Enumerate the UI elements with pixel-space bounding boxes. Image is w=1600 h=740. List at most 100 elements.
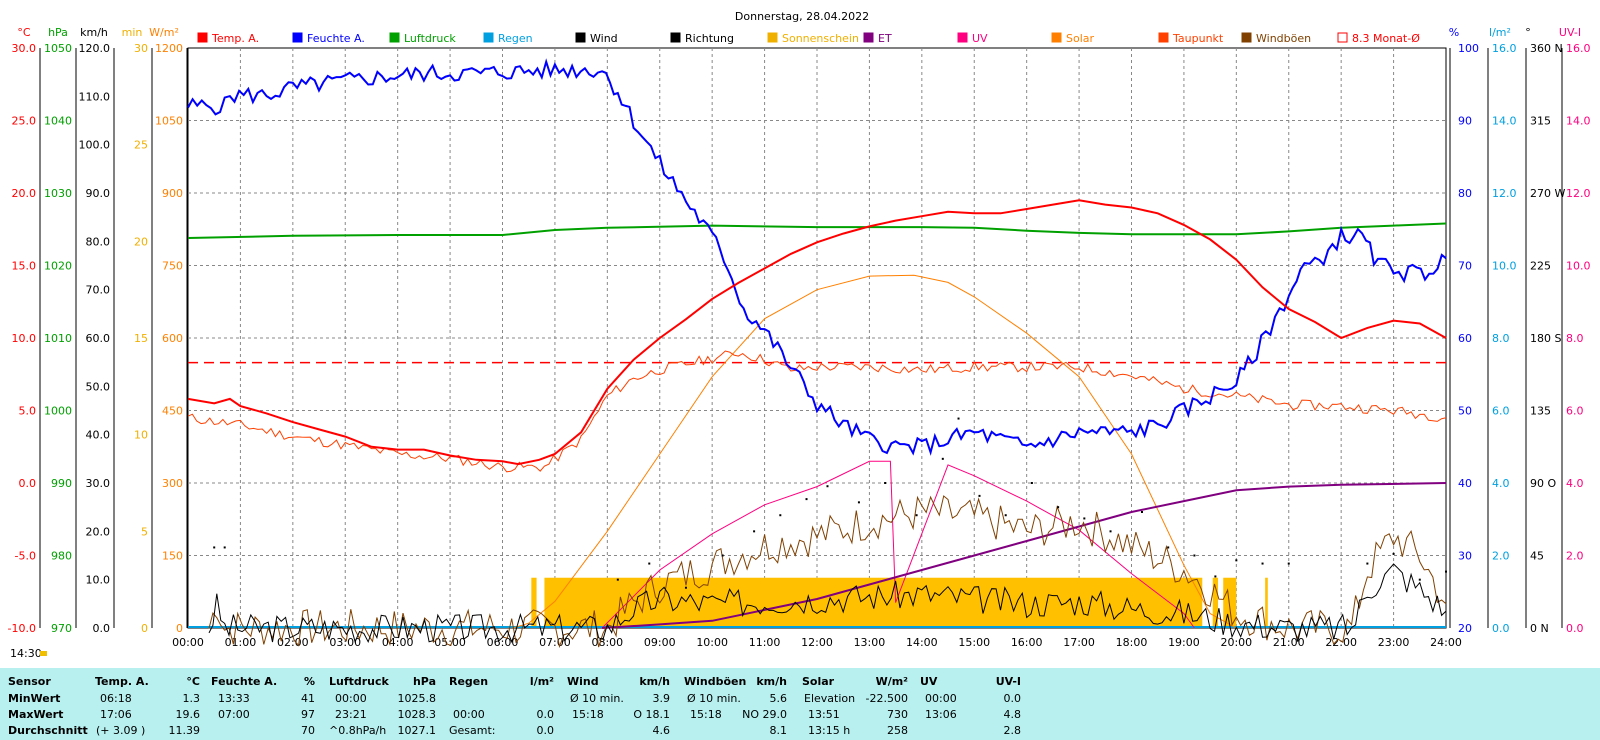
x-tick-label: 16:00 bbox=[1011, 636, 1043, 649]
min-solar-value: -22.500 bbox=[865, 692, 908, 705]
right-tick-label: 225 bbox=[1530, 260, 1551, 273]
left-tick-label: 10.0 bbox=[12, 332, 37, 345]
direction-dot bbox=[1083, 517, 1086, 520]
max-uv-value: 4.8 bbox=[1003, 708, 1022, 721]
left-tick-label: 5.0 bbox=[19, 405, 37, 418]
legend-swatch bbox=[197, 32, 208, 43]
right-tick-label: 90 bbox=[1458, 115, 1472, 128]
et-line bbox=[602, 482, 1447, 629]
legend-swatch bbox=[389, 32, 400, 43]
direction-dot bbox=[978, 494, 981, 497]
right-tick-label: 10.0 bbox=[1492, 260, 1517, 273]
min-uv-value: 0.0 bbox=[1003, 692, 1022, 705]
header-sensor: Sensor bbox=[8, 675, 51, 688]
x-tick-label: 12:00 bbox=[801, 636, 833, 649]
left-tick-label: 600 bbox=[162, 332, 183, 345]
left-tick-label: 5 bbox=[141, 525, 148, 538]
left-axis-unit: W/m² bbox=[149, 26, 179, 39]
right-axis-unit: l/m² bbox=[1489, 26, 1511, 39]
x-tick-label: 00:00 bbox=[172, 636, 204, 649]
left-tick-label: 990 bbox=[51, 477, 72, 490]
left-tick-label: 300 bbox=[162, 477, 183, 490]
header-solar-unit: W/m² bbox=[875, 675, 908, 688]
x-tick-label: 10:00 bbox=[696, 636, 728, 649]
right-tick-label: 80 bbox=[1458, 187, 1472, 200]
legend-swatch bbox=[1241, 32, 1252, 43]
max-wind-value: O 18.1 bbox=[633, 708, 670, 721]
x-tick-label: 22:00 bbox=[1325, 636, 1357, 649]
left-tick-label: 1040 bbox=[44, 115, 72, 128]
humidity-line bbox=[187, 58, 1447, 456]
direction-dot bbox=[1214, 575, 1217, 578]
legend-label: Windböen bbox=[1256, 32, 1311, 45]
legend-label: Sonnenschein bbox=[782, 32, 859, 45]
max-wind-time: 15:18 bbox=[572, 708, 604, 721]
left-axis-unit: km/h bbox=[80, 26, 108, 39]
x-tick-label: 07:00 bbox=[539, 636, 571, 649]
left-tick-label: 900 bbox=[162, 187, 183, 200]
temperature-line bbox=[187, 199, 1447, 466]
avg-uv-value: 2.8 bbox=[1003, 724, 1022, 737]
right-tick-label: 12.0 bbox=[1566, 187, 1591, 200]
right-tick-label: 16.0 bbox=[1566, 42, 1591, 55]
avg-temp-time: (+ 3.09 ) bbox=[96, 724, 146, 737]
right-tick-label: 40 bbox=[1458, 477, 1472, 490]
max-gust-value: NO 29.0 bbox=[742, 708, 787, 721]
header-rain-unit: l/m² bbox=[529, 675, 554, 688]
header-gust-unit: km/h bbox=[756, 675, 787, 688]
right-tick-label: 2.0 bbox=[1566, 550, 1584, 563]
left-tick-label: 970 bbox=[51, 622, 72, 635]
x-tick-label: 08:00 bbox=[591, 636, 623, 649]
sunshine-bar bbox=[1223, 577, 1237, 628]
direction-dot bbox=[721, 554, 724, 557]
right-tick-label: 4.0 bbox=[1492, 477, 1510, 490]
time-label: 14:30 bbox=[10, 647, 42, 660]
avg-solar-time: 13:15 h bbox=[808, 724, 851, 737]
x-tick-label: 21:00 bbox=[1273, 636, 1305, 649]
left-tick-label: 40.0 bbox=[86, 429, 111, 442]
x-tick-label: 19:00 bbox=[1168, 636, 1200, 649]
left-tick-label: 0 bbox=[141, 622, 148, 635]
sunshine-bar bbox=[1265, 577, 1268, 628]
avg-wind-value: 4.6 bbox=[652, 724, 671, 737]
left-tick-label: 10.0 bbox=[86, 574, 111, 587]
left-tick-label: 20.0 bbox=[12, 187, 37, 200]
avg-hum-value: 70 bbox=[301, 724, 315, 737]
min-hum-value: 41 bbox=[301, 692, 315, 705]
left-tick-label: 30.0 bbox=[86, 477, 111, 490]
left-axis-unit: hPa bbox=[48, 26, 68, 39]
header-temp-unit: °C bbox=[186, 675, 200, 688]
min-press-time: 00:00 bbox=[335, 692, 367, 705]
legend-swatch bbox=[1051, 32, 1062, 43]
direction-dot bbox=[1366, 562, 1369, 565]
min-label: MinWert bbox=[8, 692, 61, 705]
max-gust-time: 15:18 bbox=[690, 708, 722, 721]
direction-dot bbox=[1167, 546, 1170, 549]
left-tick-label: -5.0 bbox=[15, 550, 36, 563]
x-tick-label: 03:00 bbox=[329, 636, 361, 649]
left-tick-label: 110.0 bbox=[79, 90, 111, 103]
left-tick-label: 0.0 bbox=[93, 622, 111, 635]
legend-label: Solar bbox=[1066, 32, 1095, 45]
left-axis-unit: min bbox=[122, 26, 143, 39]
avg-temp-value: 11.39 bbox=[168, 724, 201, 737]
left-tick-label: 70.0 bbox=[86, 284, 111, 297]
max-temp-time: 17:06 bbox=[100, 708, 132, 721]
min-gust-value: 5.6 bbox=[769, 692, 788, 705]
right-tick-label: 6.0 bbox=[1492, 405, 1510, 418]
right-tick-label: 10.0 bbox=[1566, 260, 1591, 273]
dewpoint-line bbox=[187, 350, 1447, 473]
left-tick-label: 750 bbox=[162, 260, 183, 273]
right-tick-label: 180 S bbox=[1530, 332, 1561, 345]
legend-label: UV bbox=[972, 32, 988, 45]
left-tick-label: 100.0 bbox=[79, 139, 111, 152]
right-tick-label: 0 N bbox=[1530, 622, 1549, 635]
legend-swatch bbox=[670, 32, 681, 43]
max-hum-value: 97 bbox=[301, 708, 315, 721]
right-tick-label: 30 bbox=[1458, 550, 1472, 563]
right-tick-label: 0.0 bbox=[1566, 622, 1584, 635]
max-hum-time: 07:00 bbox=[218, 708, 250, 721]
right-tick-label: 8.0 bbox=[1566, 332, 1584, 345]
x-tick-label: 02:00 bbox=[277, 636, 309, 649]
right-tick-label: 14.0 bbox=[1566, 115, 1591, 128]
